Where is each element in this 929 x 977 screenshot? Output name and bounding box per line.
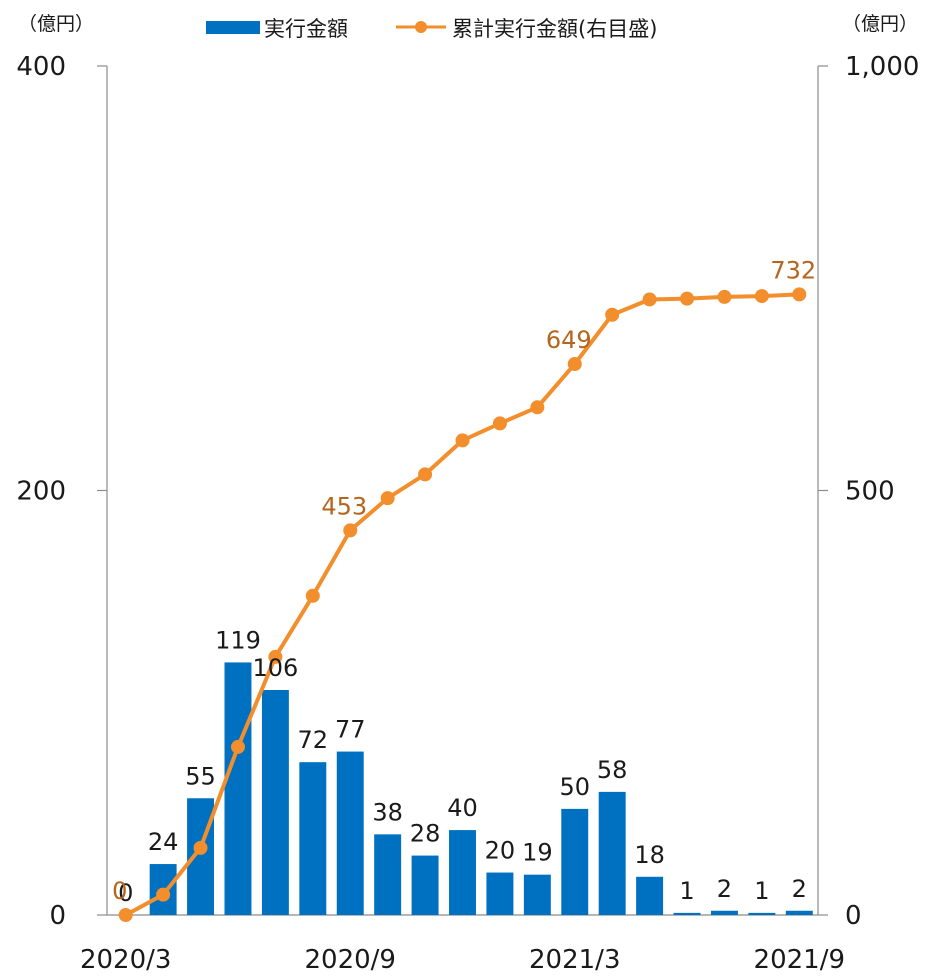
cumulative-line-point: [754, 289, 769, 304]
cumulative-line-point: [680, 291, 695, 306]
cumulative-line-point: [455, 433, 470, 448]
legend-line-marker: [415, 21, 427, 33]
bar: [598, 791, 626, 915]
cumulative-line-point: [118, 908, 133, 922]
bar-value-label: 1: [754, 877, 769, 905]
cumulative-line-point: [305, 588, 320, 603]
bar-value-label: 119: [215, 626, 261, 654]
bar: [673, 912, 701, 915]
bar-value-label: 18: [634, 841, 665, 869]
bar: [449, 830, 476, 915]
bar: [785, 910, 813, 915]
bar-value-label: 55: [185, 762, 216, 790]
cumulative-line: [118, 287, 807, 922]
bar: [748, 912, 776, 915]
cumulative-line-point: [492, 416, 507, 431]
cumulative-line-label: 649: [546, 326, 592, 354]
right-axis-unit-label: （億円）: [842, 13, 918, 35]
cumulative-line-point: [230, 739, 245, 754]
bar: [336, 751, 364, 915]
bar-value-label: 40: [447, 794, 478, 822]
bar-value-label: 38: [372, 798, 403, 826]
bar: [411, 855, 439, 915]
cumulative-line-label: 453: [321, 492, 367, 520]
bar-value-label: 72: [298, 726, 329, 754]
x-axis-tick-label: 2021/3: [529, 945, 620, 975]
bar-value-label: 24: [148, 828, 179, 856]
cumulative-line-point: [418, 467, 433, 482]
bar-value-label: 2: [717, 875, 732, 903]
cumulative-line-point: [567, 356, 582, 371]
bar: [374, 834, 402, 915]
bar: [523, 874, 551, 915]
legend-line-label: 累計実行金額(右目盛): [452, 17, 657, 41]
cumulative-line-label: 0: [112, 877, 127, 905]
bar: [710, 910, 738, 915]
right-axis-tick-label: 1,000: [845, 52, 919, 82]
cumulative-line-point: [343, 523, 358, 538]
bar-value-label: 106: [252, 654, 298, 682]
left-axis-unit-label: （億円）: [18, 13, 94, 35]
bar-value-label: 28: [410, 820, 441, 848]
x-axis-tick-label: 2020/9: [304, 945, 395, 975]
bar: [299, 762, 327, 915]
bar-value-label: 20: [485, 837, 516, 865]
bar: [636, 876, 664, 915]
x-axis-tick-label: 2020/3: [80, 945, 171, 975]
bar: [561, 808, 589, 915]
bar: [224, 662, 252, 915]
bar: [486, 872, 514, 915]
cumulative-line-point: [717, 289, 732, 304]
legend-bar-swatch: [206, 21, 260, 34]
cumulative-line-point: [268, 649, 283, 664]
left-axis-tick-label: 0: [49, 901, 66, 931]
bar-value-label: 58: [597, 756, 628, 784]
left-axis-tick-label: 400: [16, 52, 66, 82]
cumulative-line-point: [530, 400, 545, 415]
right-axis-tick-label: 0: [845, 901, 862, 931]
left-axis-tick-label: 200: [16, 477, 66, 507]
cumulative-line-label: 732: [770, 256, 816, 284]
bars: [149, 662, 813, 915]
bar-value-label: 50: [559, 773, 590, 801]
cumulative-line-point: [193, 840, 208, 855]
bar-value-label: 77: [335, 716, 366, 744]
bar-value-label: 19: [522, 839, 553, 867]
bar: [261, 690, 289, 915]
legend-bar-label: 実行金額: [264, 17, 348, 41]
x-axis-tick-label: 2021/9: [754, 945, 845, 975]
bar-value-label: 1: [679, 877, 694, 905]
legend: 実行金額 累計実行金額(右目盛): [206, 17, 657, 41]
cumulative-line-point: [156, 887, 171, 902]
cumulative-line-point: [605, 307, 620, 322]
bar-value-label: 2: [792, 875, 807, 903]
cumulative-line-point: [792, 287, 807, 302]
bar-value-label: 0: [118, 879, 133, 907]
right-axis-tick-label: 500: [845, 477, 895, 507]
cumulative-line-point: [380, 491, 395, 506]
cumulative-line-point: [642, 292, 657, 307]
